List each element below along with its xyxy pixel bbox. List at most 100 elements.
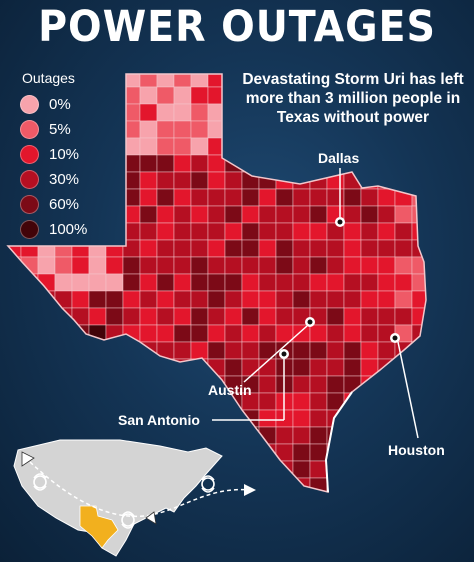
county [258, 409, 277, 428]
county [105, 341, 124, 360]
county [326, 307, 345, 326]
county [224, 103, 243, 122]
county [139, 324, 158, 343]
county [20, 392, 39, 411]
county [429, 257, 446, 274]
county [326, 74, 345, 88]
county [275, 290, 294, 309]
county [71, 409, 90, 428]
county [326, 256, 345, 275]
county [429, 189, 446, 206]
county [343, 477, 362, 492]
county [343, 222, 362, 241]
legend-label: 60% [49, 196, 80, 213]
inset-texas [79, 505, 119, 549]
county [71, 120, 90, 139]
county [394, 256, 413, 275]
county [8, 392, 22, 411]
county [411, 120, 426, 139]
county [156, 392, 175, 411]
county [54, 222, 73, 241]
county [275, 477, 294, 492]
county [8, 324, 22, 343]
county [394, 222, 413, 241]
county [122, 307, 141, 326]
county [343, 307, 362, 326]
county [241, 256, 260, 275]
county [88, 358, 107, 377]
county [377, 341, 396, 360]
county [258, 375, 277, 394]
county [343, 74, 362, 88]
county [71, 188, 90, 207]
county [88, 290, 107, 309]
county [275, 205, 294, 224]
county [326, 290, 345, 309]
county [412, 495, 429, 512]
county [377, 477, 396, 492]
county [105, 290, 124, 309]
county [429, 461, 446, 478]
county [360, 137, 379, 156]
county [173, 205, 192, 224]
county [207, 409, 226, 428]
county [37, 103, 56, 122]
county [343, 86, 362, 105]
county [292, 443, 311, 462]
county [292, 120, 311, 139]
county [190, 239, 209, 258]
legend-swatch [20, 95, 39, 114]
city-label-houston: Houston [388, 442, 445, 458]
county [275, 426, 294, 445]
county [360, 239, 379, 258]
county [275, 188, 294, 207]
county [122, 273, 141, 292]
county [275, 222, 294, 241]
county [292, 392, 311, 411]
county [8, 120, 22, 139]
mid-arrow-icon [145, 511, 157, 525]
county [20, 74, 39, 88]
county [8, 375, 22, 394]
county [258, 154, 277, 173]
county [429, 206, 446, 223]
county [37, 375, 56, 394]
county [190, 86, 209, 105]
county [224, 74, 243, 88]
county [54, 74, 73, 88]
county [292, 239, 311, 258]
county [292, 375, 311, 394]
county [411, 375, 426, 394]
county [105, 392, 124, 411]
county [429, 274, 446, 291]
county [377, 256, 396, 275]
county [173, 74, 192, 88]
county [20, 171, 39, 190]
city-label-austin: Austin [208, 382, 252, 398]
county [190, 103, 209, 122]
county [378, 495, 395, 512]
county [241, 324, 260, 343]
county [37, 324, 56, 343]
county [173, 154, 192, 173]
county [122, 256, 141, 275]
county [326, 358, 345, 377]
county [207, 273, 226, 292]
county [360, 307, 379, 326]
county [105, 273, 124, 292]
county [394, 74, 413, 88]
county [71, 358, 90, 377]
county [156, 137, 175, 156]
county [173, 307, 192, 326]
county [292, 222, 311, 241]
county [173, 137, 192, 156]
county [429, 121, 446, 138]
county [309, 477, 328, 492]
county [37, 86, 56, 105]
county [292, 171, 311, 190]
county [156, 290, 175, 309]
legend: 0% 5% 10% 30% 60% 100% [20, 92, 87, 242]
county [207, 171, 226, 190]
county [71, 154, 90, 173]
county [326, 103, 345, 122]
